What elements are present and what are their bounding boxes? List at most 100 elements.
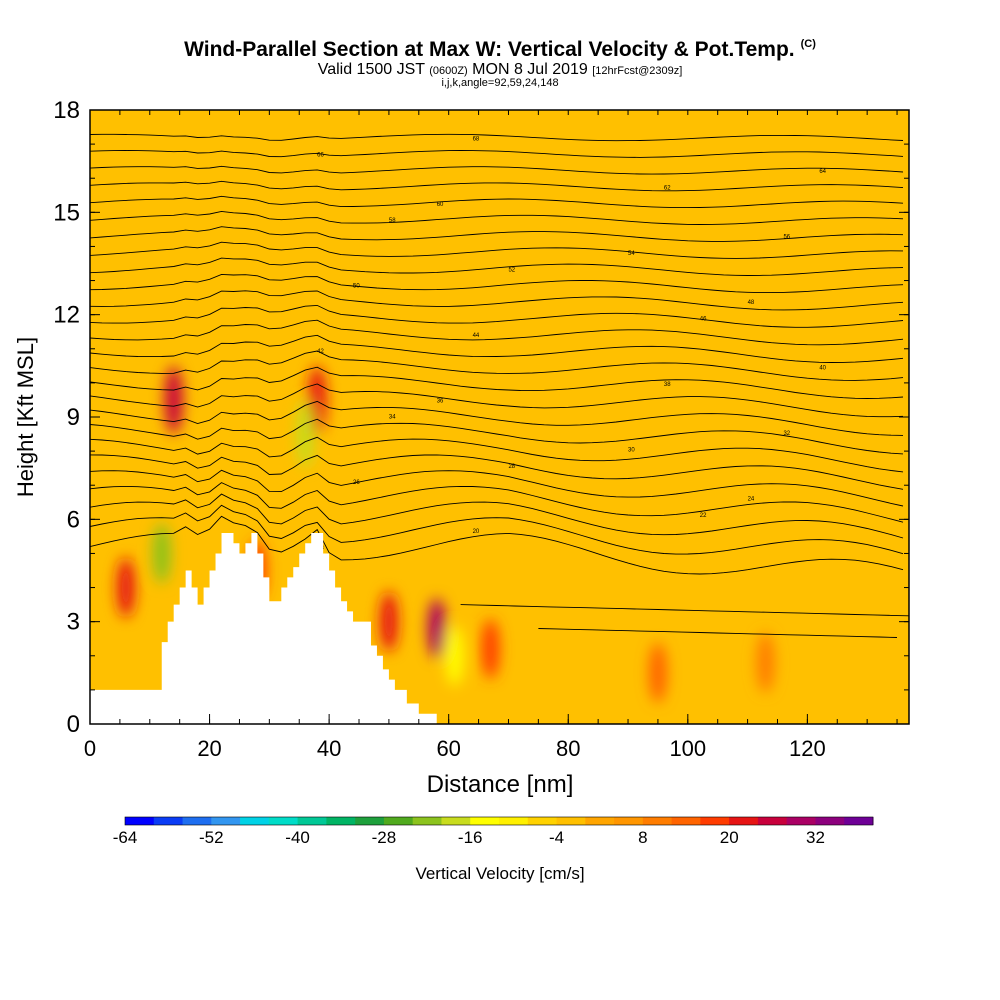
- y-tick-label: 3: [67, 609, 80, 636]
- theta-contour: [90, 366, 904, 399]
- colorbar-swatch: [182, 817, 212, 825]
- colorbar-tick-label: -52: [199, 828, 224, 847]
- contour-label: 58: [389, 218, 396, 224]
- contour-label: 50: [353, 284, 360, 290]
- colorbar-tick-label: 8: [638, 828, 647, 847]
- colorbar-swatch: [441, 817, 471, 825]
- colorbar: -64 -52 -40 -28 -16 -4 8 20 32: [113, 816, 874, 847]
- x-tick-label: 40: [317, 736, 341, 761]
- colorbar-frame: [124, 816, 874, 826]
- contour-label: 62: [664, 185, 671, 191]
- contour-label: 48: [748, 300, 755, 306]
- terrain-mask: [90, 532, 449, 724]
- theta-contour: [90, 436, 904, 473]
- contour-label: 52: [508, 267, 515, 273]
- colorbar-swatch: [268, 817, 299, 825]
- colorbar-swatch: [527, 817, 558, 825]
- velocity-cell: [427, 598, 446, 659]
- theta-contours: 1820222426283032343638404244464850525456…: [90, 133, 909, 638]
- colorbar-swatch: [240, 817, 270, 825]
- contour-label: 68: [473, 136, 480, 142]
- contour-label: 24: [748, 497, 755, 503]
- velocity-cell: [445, 625, 464, 686]
- x-tick-label: 100: [669, 736, 706, 761]
- theta-contour: [90, 165, 904, 175]
- colorbar-tick-label: -4: [549, 828, 564, 847]
- colorbar-tick-label: -64: [113, 828, 138, 847]
- velocity-cell: [152, 523, 171, 584]
- theta-contour: [90, 334, 904, 363]
- contour-label: 54: [628, 251, 635, 257]
- colorbar-tick-label: 20: [720, 828, 739, 847]
- theta-contour: [90, 400, 904, 436]
- theta-contour: [90, 515, 904, 575]
- contour-label: 46: [700, 316, 707, 322]
- chart-title: Wind-Parallel Section at Max W: Vertical…: [0, 38, 1000, 62]
- contour-label: 26: [353, 480, 360, 486]
- colorbar-swatch: [700, 817, 730, 825]
- valid-date: MON 8 Jul 2019: [472, 61, 588, 78]
- y-tick-label: 9: [67, 404, 80, 431]
- y-tick-label: 6: [67, 506, 80, 533]
- colorbar-swatch: [786, 817, 816, 825]
- theta-contour: [90, 133, 904, 142]
- colorbar-label: Vertical Velocity [cm/s]: [415, 864, 585, 883]
- colorbar-tick-label: 32: [806, 828, 825, 847]
- colorbar-swatch: [585, 817, 615, 825]
- y-tick-label: 18: [53, 97, 80, 124]
- colorbar-swatch: [844, 817, 874, 825]
- theta-contour: [90, 195, 904, 209]
- theta-contour: [90, 383, 904, 418]
- theta-contour: [90, 482, 904, 523]
- theta-contour: [90, 493, 904, 539]
- contour-label: 22: [700, 513, 707, 519]
- colorbar-swatch: [383, 817, 414, 825]
- colorbar-swatch: [326, 817, 356, 825]
- theta-contour: [90, 304, 904, 328]
- colorbar-tick-label: -28: [372, 828, 397, 847]
- contour-label: 42: [317, 349, 324, 355]
- contour-label: 66: [317, 153, 324, 159]
- valid-utc: (0600Z): [429, 65, 468, 77]
- section-indices: i,j,k,angle=92,59,24,148: [441, 77, 559, 89]
- contour-label: 44: [473, 333, 480, 339]
- theta-contour: [90, 210, 904, 225]
- colorbar-swatch: [729, 817, 759, 825]
- valid-time: Valid 1500 JST: [317, 61, 425, 78]
- velocity-features: [116, 365, 775, 703]
- contour-label: 32: [783, 431, 790, 437]
- colorbar-swatch: [642, 817, 673, 825]
- x-axis-label: Distance [nm]: [427, 771, 574, 798]
- x-tick-label: 120: [789, 736, 826, 761]
- colorbar-swatch: [125, 817, 155, 825]
- colorbar-swatch: [297, 817, 327, 825]
- x-tick-label: 0: [84, 736, 96, 761]
- y-tick-label: 12: [53, 302, 80, 329]
- theta-contour: [90, 150, 904, 158]
- x-tick-label: 80: [556, 736, 580, 761]
- velocity-cell: [296, 400, 315, 469]
- theta-contour: [90, 350, 904, 381]
- velocity-cell: [379, 591, 398, 652]
- colorbar-swatch: [499, 817, 529, 825]
- colorbar-swatch: [355, 817, 385, 825]
- colorbar-tick-label: -16: [458, 828, 483, 847]
- contour-label: 56: [783, 235, 790, 241]
- contour-label: 64: [819, 169, 826, 175]
- y-tick-label: 15: [53, 199, 80, 226]
- contour-label: 28: [508, 464, 515, 470]
- theta-contour: [90, 418, 904, 455]
- theta-contour: [460, 604, 909, 617]
- terrain-shape: [90, 532, 449, 724]
- colorbar-tick-label: -40: [285, 828, 310, 847]
- theta-contour: [90, 319, 904, 346]
- colorbar-swatch: [412, 817, 442, 825]
- theta-contour: [90, 180, 904, 192]
- colorbar-swatch: [757, 817, 788, 825]
- theta-contour: [90, 226, 904, 242]
- contour-label: 30: [628, 447, 635, 453]
- theta-contour: [90, 273, 904, 294]
- colorbar-swatch: [815, 817, 845, 825]
